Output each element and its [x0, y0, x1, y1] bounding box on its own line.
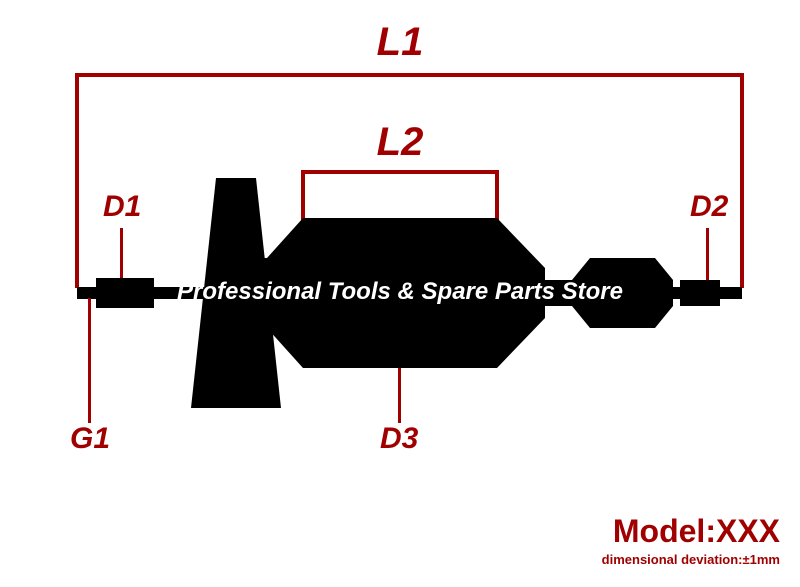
model-deviation: dimensional deviation:±1mm [602, 552, 780, 567]
dimline-l2-vl [301, 170, 305, 220]
dimline-l2-h [303, 170, 497, 174]
label-g1: G1 [70, 422, 110, 456]
watermark-text: Professional Tools & Spare Parts Store [0, 278, 800, 306]
dimline-l1-vr [740, 73, 744, 288]
dimline-g1 [88, 298, 91, 423]
label-l1: L1 [0, 20, 800, 65]
dimline-d3 [398, 368, 401, 423]
label-l2: L2 [303, 120, 497, 165]
dimline-l1-h [77, 73, 742, 77]
label-d1: D1 [103, 190, 141, 224]
model-title: Model:XXX [602, 513, 780, 550]
label-d2: D2 [690, 190, 728, 224]
label-d3: D3 [380, 422, 418, 456]
dimline-l2-vr [495, 170, 499, 220]
dimline-l1-vl [75, 73, 79, 288]
model-box: Model:XXX dimensional deviation:±1mm [602, 513, 780, 567]
